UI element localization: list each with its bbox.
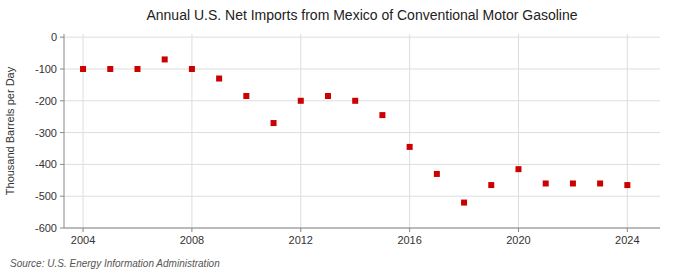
y-tick	[60, 100, 64, 101]
grid	[64, 34, 660, 228]
x-tick-label: 2004	[71, 234, 95, 246]
point	[216, 76, 222, 82]
y-tick-label: -200	[35, 95, 57, 107]
point	[352, 98, 358, 104]
source-note: Source: U.S. Energy Information Administ…	[10, 258, 220, 269]
x-tick	[300, 228, 301, 232]
point	[570, 180, 576, 186]
y-tick-label: -400	[35, 158, 57, 170]
y-tick-label: 0	[51, 31, 57, 43]
point	[162, 56, 168, 62]
title: Annual U.S. Net Imports from Mexico of C…	[146, 7, 577, 23]
y-axis-label: Thousand Barrels per Day	[4, 66, 16, 195]
y-tick-label: -100	[35, 63, 57, 75]
point	[624, 182, 630, 188]
grid-line-x	[83, 34, 84, 228]
grid-line-x	[300, 34, 301, 228]
point	[271, 120, 277, 126]
point	[543, 180, 549, 186]
y-tick	[60, 228, 64, 229]
grid-line-y	[64, 196, 660, 197]
point	[434, 171, 440, 177]
point	[107, 66, 113, 72]
y-tick	[60, 164, 64, 165]
x-tick	[627, 228, 628, 232]
grid-line-x	[518, 34, 519, 228]
x-tick	[518, 228, 519, 232]
grid-line-y	[64, 164, 660, 165]
point	[189, 66, 195, 72]
y-tick	[60, 68, 64, 69]
point	[407, 144, 413, 150]
points	[80, 56, 630, 205]
x-tick-label: 2012	[289, 234, 313, 246]
y-tick	[60, 132, 64, 133]
y-tick-label: -500	[35, 190, 57, 202]
point	[461, 200, 467, 206]
grid-line-y	[64, 132, 660, 133]
grid-line-x	[191, 34, 192, 228]
x-tick	[191, 228, 192, 232]
point	[379, 112, 385, 118]
point	[243, 93, 249, 99]
y-tick	[60, 196, 64, 197]
grid-line-y	[64, 100, 660, 101]
y-tick-label: -600	[35, 222, 57, 234]
x-tick-label: 2008	[180, 234, 204, 246]
grid-line-x	[409, 34, 410, 228]
chart: Annual U.S. Net Imports from Mexico of C…	[0, 0, 675, 275]
y-tick-label: -300	[35, 127, 57, 139]
x-axis-line	[64, 228, 660, 229]
y-axis-line	[64, 34, 65, 228]
grid-line-y	[64, 228, 660, 229]
point	[80, 66, 86, 72]
x-tick	[83, 228, 84, 232]
point	[597, 180, 603, 186]
x-tick-label: 2016	[397, 234, 421, 246]
x-tick-label: 2020	[506, 234, 530, 246]
grid-line-x	[627, 34, 628, 228]
x-tick	[409, 228, 410, 232]
point	[488, 182, 494, 188]
point	[515, 166, 521, 172]
grid-line-y	[64, 37, 660, 38]
chart-container: Annual U.S. Net Imports from Mexico of C…	[0, 0, 675, 275]
point	[325, 93, 331, 99]
point	[134, 66, 140, 72]
point	[298, 98, 304, 104]
y-tick	[60, 37, 64, 38]
grid-line-y	[64, 68, 660, 69]
x-tick-label: 2024	[615, 234, 639, 246]
